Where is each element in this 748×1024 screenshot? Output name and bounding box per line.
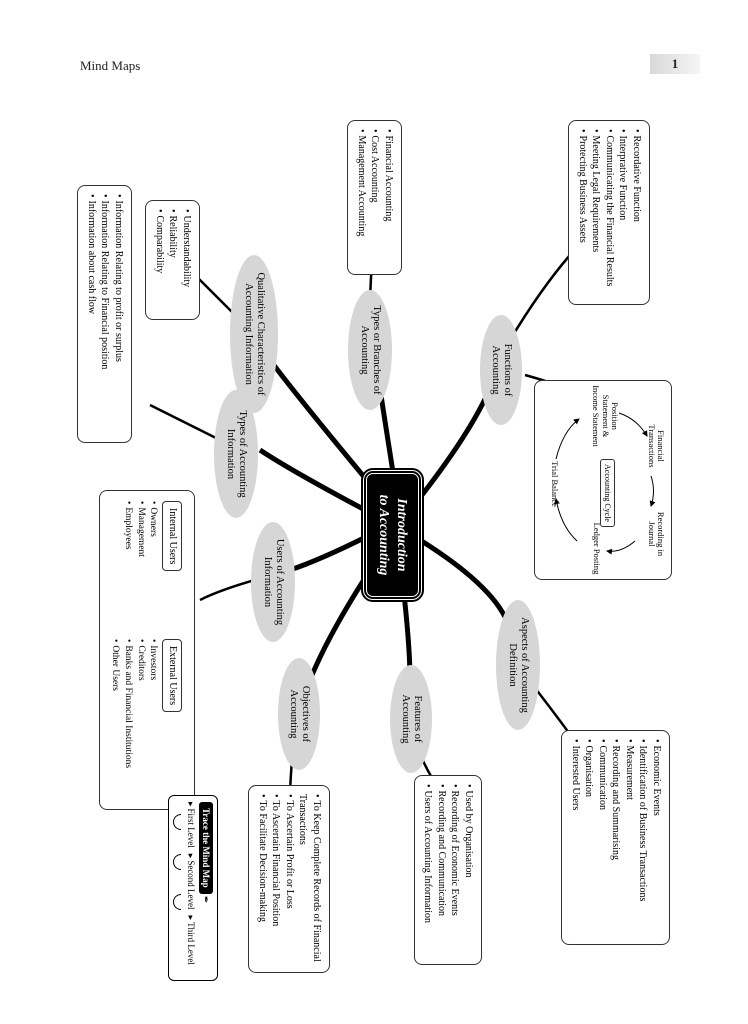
list-item: Used by Organisation bbox=[462, 784, 476, 956]
box-functions: Recordative FunctionInterprative Functio… bbox=[569, 120, 651, 305]
oval-objectives: Objectives of Accounting bbox=[278, 658, 320, 770]
list-item: Investors bbox=[147, 639, 160, 799]
oval-qualitative: Qualitative Characteristics of Accountin… bbox=[230, 255, 278, 413]
list-item: Owners bbox=[147, 501, 160, 611]
center-node: Introduction to Accounting bbox=[363, 470, 422, 600]
page-title: Mind Maps bbox=[80, 58, 140, 74]
list-item: Recordative Function bbox=[630, 129, 644, 296]
list-item: Employees bbox=[121, 501, 134, 611]
center-line2: to Accounting bbox=[375, 488, 393, 582]
list-item: Identification of Business Transactions bbox=[636, 739, 650, 936]
cycle-arrows bbox=[533, 381, 671, 581]
center-line1: Introduction bbox=[393, 488, 411, 582]
list-item: Comparability bbox=[153, 209, 167, 311]
list-item: Protecting Business Assets bbox=[576, 129, 590, 296]
list-item: To Facilitate Decision-making bbox=[256, 794, 270, 964]
box-types: Information Relating to profit or surplu… bbox=[78, 185, 133, 443]
box-features: Used by OrganisationRecording of Economi… bbox=[414, 775, 482, 965]
list-item: Recording and Communication bbox=[435, 784, 449, 956]
list-item: To Ascertain Profit or Loss bbox=[283, 794, 297, 964]
external-users-title: External Users bbox=[163, 639, 183, 712]
list-item: Banks and Financial Institutions bbox=[121, 639, 134, 799]
list-item: Users of Accounting Information bbox=[421, 784, 435, 956]
internal-users-title: Internal Users bbox=[163, 501, 183, 571]
box-branches: Financial AccountingCost AccountingManag… bbox=[348, 120, 403, 275]
list-item: Information Relating to Financial positi… bbox=[98, 194, 112, 434]
list-item: Financial Accounting bbox=[382, 129, 396, 266]
list-item: Other Users bbox=[108, 639, 121, 799]
list-item: Interested Users bbox=[569, 739, 583, 936]
list-item: To Ascertain Financial Position bbox=[269, 794, 283, 964]
box-users: Internal Users OwnersManagementEmployees… bbox=[99, 490, 195, 810]
list-item: Creditors bbox=[134, 639, 147, 799]
list-item: Understandability bbox=[180, 209, 194, 311]
trace-title: Trace the Mind Map bbox=[199, 802, 213, 894]
list-item: To Keep Complete Records of Financial Tr… bbox=[296, 794, 323, 964]
list-item: Recording of Economic Events bbox=[448, 784, 462, 956]
list-item: Reliability bbox=[166, 209, 180, 311]
oval-functions: Functions of Accounting bbox=[480, 315, 522, 425]
trace-levels: First LevelSecond LevelThird Level bbox=[185, 802, 196, 974]
mindmap-canvas: Introduction to Accounting Aspects of Ac… bbox=[0, 90, 690, 720]
oval-users: Users of Accounting Information bbox=[251, 522, 295, 642]
page-number: 1 bbox=[650, 54, 700, 74]
list-item: Meeting Legal Requirements bbox=[589, 129, 603, 296]
list-item: Information Relating to profit or surplu… bbox=[112, 194, 126, 434]
list-item: Recording and Summarising bbox=[609, 739, 623, 936]
box-qualitative: UnderstandabilityReliabilityComparabilit… bbox=[146, 200, 201, 320]
oval-aspects: Aspects of Accounting Definition bbox=[496, 600, 540, 730]
list-item: Information about cash flow bbox=[85, 194, 99, 434]
oval-branches: Types or Branches of Accounting bbox=[348, 290, 392, 410]
list-item: Management bbox=[134, 501, 147, 611]
list-item: Communication bbox=[596, 739, 610, 936]
list-item: Interprative Function bbox=[616, 129, 630, 296]
list-item: Measurement bbox=[623, 739, 637, 936]
oval-features: Features of Accounting bbox=[390, 665, 432, 773]
trace-box: Trace the Mind Map ✒ First LevelSecond L… bbox=[168, 795, 218, 981]
box-cycle: Accounting Cycle Financial Transactions … bbox=[534, 380, 672, 580]
box-aspects: Economic EventsIdentification of Busines… bbox=[562, 730, 671, 945]
box-objectives: To Keep Complete Records of Financial Tr… bbox=[249, 785, 331, 973]
list-item: Management Accounting bbox=[355, 129, 369, 266]
list-item: Cost Accounting bbox=[368, 129, 382, 266]
list-item: Economic Events bbox=[650, 739, 664, 936]
list-item: Organisation bbox=[582, 739, 596, 936]
list-item: Communicating the Financial Results bbox=[603, 129, 617, 296]
